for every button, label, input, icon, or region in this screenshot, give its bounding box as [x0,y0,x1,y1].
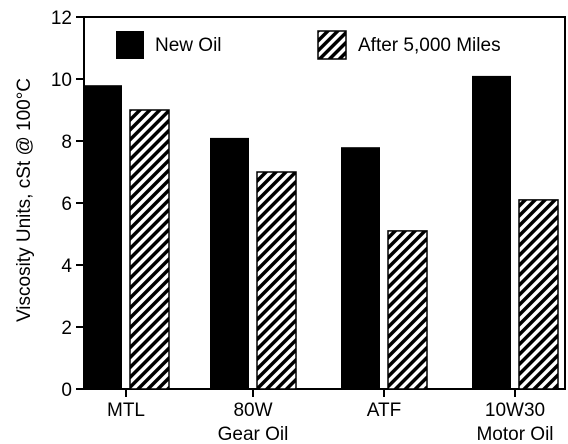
legend-swatch-after-5000-miles [317,30,347,60]
y-tick-label: 6 [61,194,72,215]
y-tick-label: 10 [51,70,72,91]
bar-after-5000-miles-atf [387,230,428,390]
category-label-line2: Motor Oil [476,424,553,444]
legend-label-new-oil: New Oil [155,35,222,56]
y-tick-label: 2 [61,318,72,339]
bar-new-oil-atf [341,147,380,389]
bar-after-5000-miles-10w30 [518,199,559,390]
y-axis-label: Viscosity Units, cSt @ 100°C [14,78,35,322]
legend: New Oil After 5,000 Miles [116,30,501,60]
legend-label-after-5000-miles: After 5,000 Miles [358,35,501,56]
category-label: ATF [367,400,401,421]
bar-new-oil-mtl [83,85,122,389]
bar-new-oil-10w30 [472,75,511,390]
bar-after-5000-miles-mtl [129,109,170,390]
y-tick-label: 0 [61,380,72,401]
plot-area: 0 2 4 6 8 10 12 MTL 80W Gear Oil ATF 10W30 Motor Oil [51,8,566,444]
category-label: MTL [107,400,145,421]
y-tick-label: 8 [61,132,72,153]
category-label-line2: Gear Oil [218,424,289,444]
bar-new-oil-80w [210,137,249,389]
bar-after-5000-miles-80w [256,171,297,390]
y-tick-label: 4 [61,256,72,277]
legend-swatch-new-oil [116,31,144,59]
y-tick-label: 12 [51,8,72,29]
category-label: 10W30 [485,400,545,421]
category-label: 80W [233,400,272,421]
